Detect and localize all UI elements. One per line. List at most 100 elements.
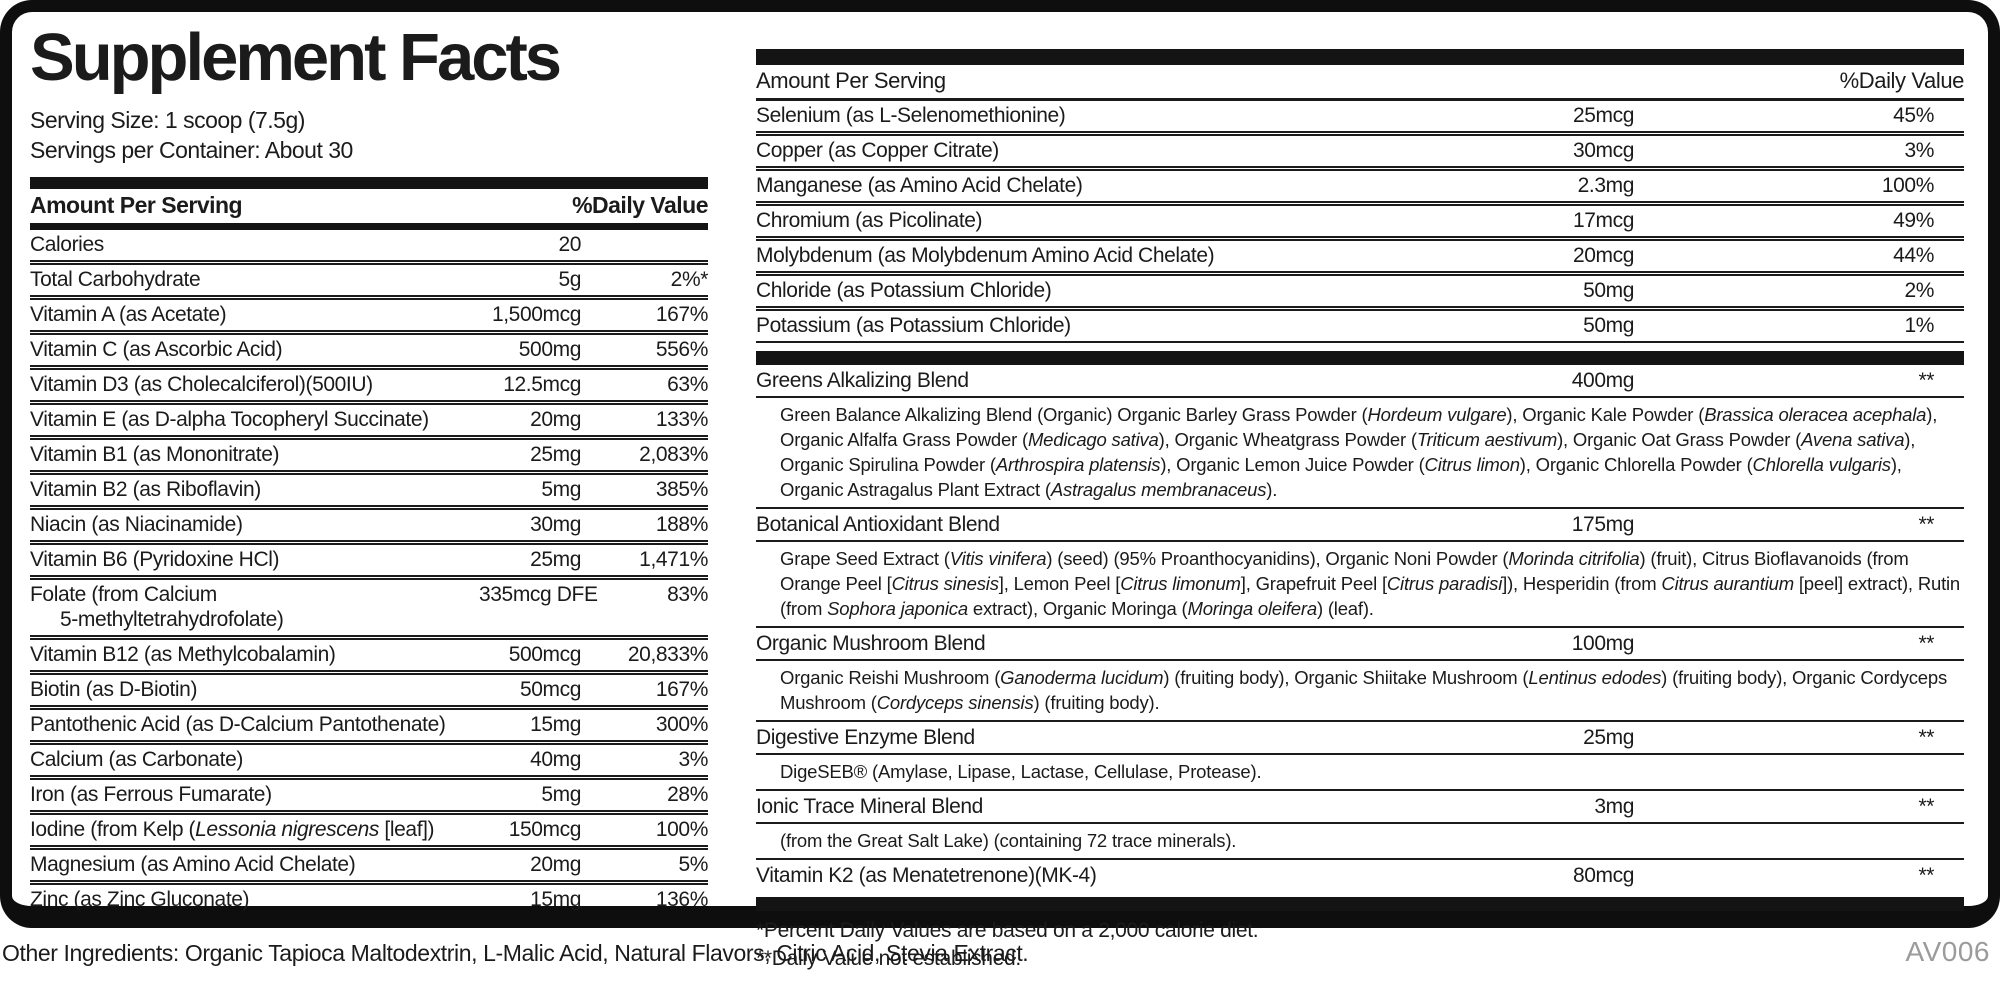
servings-per-container: Servings per Container: About 30 xyxy=(30,137,353,163)
footnotes: *Percent Daily Values are based on a 2,0… xyxy=(756,911,1964,973)
table-row: Potassium (as Potassium Chloride) 50mg 1… xyxy=(756,306,1964,341)
blend-daily-value: ** xyxy=(1918,369,1934,392)
table-row: Vitamin B6 (Pyridoxine HCl) 25mg 1,471% xyxy=(30,540,708,575)
nutrient-amount: 25mg xyxy=(530,443,581,466)
daily-value-label: %Daily Value xyxy=(572,192,708,218)
nutrient-daily-value: 49% xyxy=(1893,209,1934,232)
nutrient-daily-value: 188% xyxy=(655,513,709,536)
nutrient-amount: 1,500mcg xyxy=(491,303,581,326)
nutrient-daily-value: 44% xyxy=(1893,244,1934,267)
table-row: Magnesium (as Amino Acid Chelate) 20mg 5… xyxy=(30,845,708,880)
divider-bar-medium xyxy=(30,223,708,230)
nutrient-daily-value: 100% xyxy=(655,818,709,841)
table-row: Vitamin A (as Acetate) 1,500mcg 167% xyxy=(30,295,708,330)
nutrient-amount: 150mcg xyxy=(508,818,582,841)
blend-section: Digestive Enzyme Blend 25mg ** DigeSEB® … xyxy=(756,722,1964,791)
divider-bar-thick xyxy=(30,177,708,189)
nutrient-daily-value: 3% xyxy=(1904,139,1934,162)
table-row: Vitamin B1 (as Mononitrate) 25mg 2,083% xyxy=(30,435,708,470)
footnote-not-established: **Daily Value not established. xyxy=(756,947,1021,970)
left-table-header: Amount Per Serving %Daily Value xyxy=(30,189,708,223)
nutrient-daily-value: 1% xyxy=(1904,314,1934,337)
nutrient-daily-value: 133% xyxy=(655,408,709,431)
blend-description: Green Balance Alkalizing Blend (Organic)… xyxy=(756,398,1964,509)
nutrient-name: Chromium (as Picolinate) xyxy=(756,209,983,232)
nutrient-daily-value: 100% xyxy=(1881,174,1935,197)
nutrient-daily-value: 167% xyxy=(655,678,709,701)
table-row: Manganese (as Amino Acid Chelate) 2.3mg … xyxy=(756,166,1964,201)
blend-description: DigeSEB® (Amylase, Lipase, Lactase, Cell… xyxy=(756,755,1964,791)
blend-daily-value: ** xyxy=(1918,726,1934,749)
table-row: Vitamin D3 (as Cholecalciferol)(500IU) 1… xyxy=(30,365,708,400)
table-row: Iron (as Ferrous Fumarate) 5mg 28% xyxy=(30,775,708,810)
nutrient-amount: 40mg xyxy=(530,748,581,771)
nutrient-name: Iron (as Ferrous Fumarate) xyxy=(30,783,272,806)
table-row: Calcium (as Carbonate) 40mg 3% xyxy=(30,740,708,775)
table-row: Chloride (as Potassium Chloride) 50mg 2% xyxy=(756,271,1964,306)
table-row: Folate (from Calcium 5-methyltetrahydrofo… xyxy=(30,575,708,635)
nutrient-amount: 500mg xyxy=(518,338,582,361)
nutrient-name: Selenium (as L-Selenomethionine) xyxy=(756,104,1066,127)
nutrient-amount: 15mg xyxy=(530,713,581,736)
nutrient-daily-value: 28% xyxy=(667,783,708,806)
nutrient-amount: 50mcg xyxy=(519,678,581,701)
nutrient-daily-value: 63% xyxy=(667,373,708,396)
table-row: Niacin (as Niacinamide) 30mg 188% xyxy=(30,505,708,540)
table-row: Selenium (as L-Selenomethionine) 25mcg 4… xyxy=(756,101,1964,131)
nutrient-daily-value: 1,471% xyxy=(639,548,708,571)
nutrient-amount: 20mcg xyxy=(1572,244,1634,267)
blend-sections: Greens Alkalizing Blend 400mg ** Green B… xyxy=(756,365,1964,891)
nutrient-amount: 50mg xyxy=(1583,279,1634,302)
nutrient-name: Vitamin C (as Ascorbic Acid) xyxy=(30,338,283,361)
nutrient-amount: 30mg xyxy=(530,513,581,536)
nutrient-daily-value: 5% xyxy=(678,853,708,876)
blend-title-row: Vitamin K2 (as Menatetrenone)(MK-4) 80mc… xyxy=(756,860,1964,891)
blend-amount: 175mg xyxy=(1571,513,1635,536)
blend-name: Vitamin K2 (as Menatetrenone)(MK-4) xyxy=(756,864,1097,887)
nutrient-name: Molybdenum (as Molybdenum Amino Acid Che… xyxy=(756,244,1215,267)
blend-amount: 80mcg xyxy=(1572,864,1634,887)
nutrient-amount: 17mcg xyxy=(1572,209,1634,232)
table-row: Biotin (as D-Biotin) 50mcg 167% xyxy=(30,670,708,705)
nutrient-amount: 25mcg xyxy=(1572,104,1634,127)
blend-section: Ionic Trace Mineral Blend 3mg ** (from t… xyxy=(756,791,1964,860)
daily-value-label: %Daily Value xyxy=(1839,68,1965,93)
divider-bar-thick xyxy=(756,351,1964,365)
nutrient-daily-value: 2,083% xyxy=(639,443,708,466)
left-column: Supplement Facts Serving Size: 1 scoop (… xyxy=(30,16,708,915)
blend-description: Organic Reishi Mushroom (Ganoderma lucid… xyxy=(756,661,1964,722)
nutrient-amount: 15mg xyxy=(530,888,581,911)
nutrient-name: Zinc (as Zinc Gluconate) xyxy=(30,888,250,911)
nutrient-name: Calories xyxy=(30,233,104,256)
left-nutrient-rows: Calories 20 Total Carbohydrate 5g 2%* Vi… xyxy=(30,230,708,915)
nutrient-amount: 5g xyxy=(558,268,581,291)
table-row: Copper (as Copper Citrate) 30mcg 3% xyxy=(756,131,1964,166)
table-row: Pantothenic Acid (as D-Calcium Pantothen… xyxy=(30,705,708,740)
nutrient-name: Magnesium (as Amino Acid Chelate) xyxy=(30,853,356,876)
blend-section: Vitamin K2 (as Menatetrenone)(MK-4) 80mc… xyxy=(756,860,1964,891)
table-row: Iodine (from Kelp (Lessonia nigrescens [… xyxy=(30,810,708,845)
table-row: Total Carbohydrate 5g 2%* xyxy=(30,260,708,295)
table-row: Chromium (as Picolinate) 17mcg 49% xyxy=(756,201,1964,236)
blend-title-row: Organic Mushroom Blend 100mg ** xyxy=(756,628,1964,661)
divider-bar-thick xyxy=(756,49,1964,65)
blend-name: Greens Alkalizing Blend xyxy=(756,369,969,392)
right-nutrient-rows: Selenium (as L-Selenomethionine) 25mcg 4… xyxy=(756,101,1964,343)
blend-title-row: Botanical Antioxidant Blend 175mg ** xyxy=(756,509,1964,542)
nutrient-name: Potassium (as Potassium Chloride) xyxy=(756,314,1071,337)
footnote-daily-values: *Percent Daily Values are based on a 2,0… xyxy=(756,919,1259,942)
amount-per-serving-label: Amount Per Serving xyxy=(30,192,243,218)
nutrient-name: Pantothenic Acid (as D-Calcium Pantothen… xyxy=(30,713,446,736)
product-code: AV006 xyxy=(1905,936,1990,967)
nutrient-amount: 20mg xyxy=(530,408,581,431)
nutrient-name: Vitamin E (as D-alpha Tocopheryl Succina… xyxy=(30,408,429,431)
blend-name: Ionic Trace Mineral Blend xyxy=(756,795,983,818)
table-row: Molybdenum (as Molybdenum Amino Acid Che… xyxy=(756,236,1964,271)
blend-name: Digestive Enzyme Blend xyxy=(756,726,975,749)
blend-name: Organic Mushroom Blend xyxy=(756,632,986,655)
nutrient-daily-value: 2%* xyxy=(670,268,709,291)
nutrient-name: Vitamin D3 (as Cholecalciferol)(500IU) xyxy=(30,373,373,396)
nutrient-name: Manganese (as Amino Acid Chelate) xyxy=(756,174,1083,197)
nutrient-amount: 25mg xyxy=(530,548,581,571)
